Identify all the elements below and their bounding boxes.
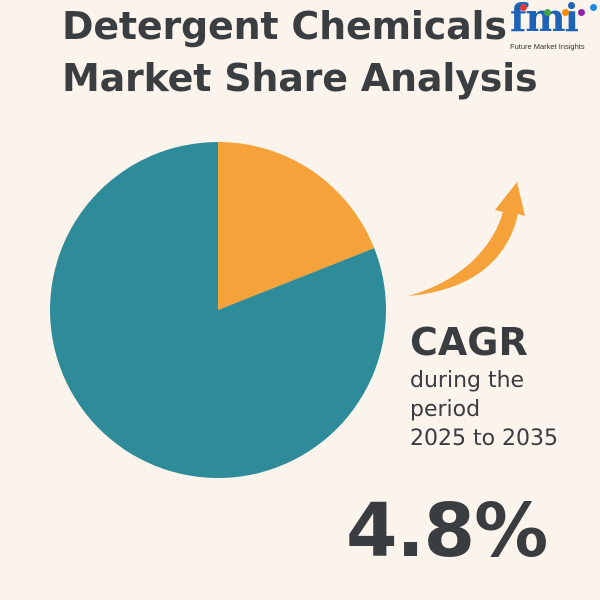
cagr-label: CAGR [410, 320, 528, 364]
page-title: Detergent Chemicals Market Share Analysi… [62, 0, 538, 104]
cagr-block: CAGR during the period 2025 to 2035 [410, 318, 600, 453]
title-line-2: Market Share Analysis [62, 56, 538, 100]
logo-tagline: Future Market Insights [510, 42, 585, 51]
logo-dot-icon [544, 9, 551, 16]
cagr-description-line-2: period [410, 397, 481, 422]
pie-slice-2 [49, 142, 387, 478]
cagr-value: 4.8% [346, 488, 548, 574]
fmi-logo: fmi Future Market Insights [506, 0, 600, 52]
pie-slices [49, 142, 387, 478]
logo-dot-icon [562, 9, 569, 16]
pie-slice-1 [218, 142, 375, 310]
growth-arrow-icon [408, 182, 525, 296]
cagr-period: 2025 to 2035 [410, 426, 559, 451]
logo-dot-icon [520, 4, 527, 11]
title-line-1: Detergent Chemicals [62, 4, 507, 48]
logo-dot-icon [578, 9, 585, 16]
logo-dot-icon [590, 4, 597, 11]
cagr-description-line-1: during the [410, 368, 525, 393]
